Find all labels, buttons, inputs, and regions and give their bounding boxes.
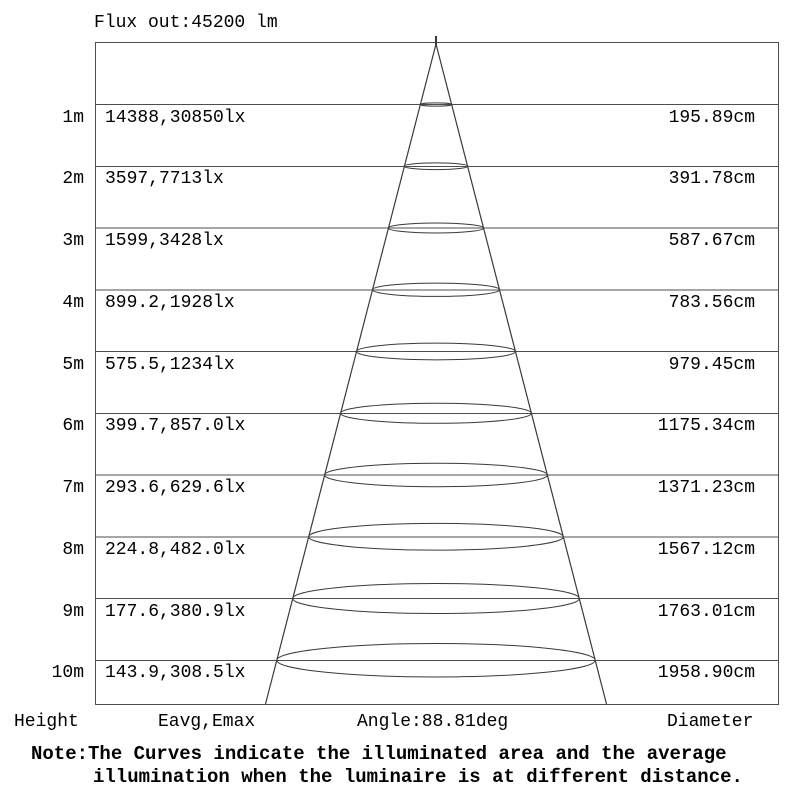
light-cone-svg [96,36,778,705]
row-height-label: 8m [62,539,84,560]
row-eavg-emax-value: 143.9,308.5lx [105,663,246,684]
row-diameter-value: 979.45cm [668,354,755,375]
row-eavg-emax-value: 399.7,857.0lx [105,416,246,437]
row-eavg-emax-value: 224.8,482.0lx [105,539,246,560]
row-height-label: 3m [62,231,84,251]
beam-angle-label: Angle:88.81deg [357,712,509,732]
row-height-label: 10m [51,663,84,684]
row-height-label: 5m [62,354,84,375]
note-text-line1: Note:The Curves indicate the illuminated… [31,743,727,765]
beam-ellipse [387,222,485,234]
beam-ellipse [339,402,533,424]
note-text-line2: illumination when the luminaire is at di… [93,766,743,788]
row-diameter-value: 1958.90cm [657,663,755,684]
row-height-label: 7m [62,478,84,498]
row-height-label: 2m [62,169,84,190]
row-height-label: 1m [62,107,84,128]
beam-ellipse [403,162,469,171]
cone-left-edge [264,43,437,705]
beam-ellipse [371,282,501,297]
beam-ellipse [355,342,517,361]
row-height-label: 6m [62,416,84,437]
cone-right-edge [435,43,608,705]
row-diameter-value: 1175.34cm [657,416,755,437]
row-diameter-value: 1371.23cm [657,478,755,498]
row-eavg-emax-value: 899.2,1928lx [105,292,235,313]
beam-ellipse [308,522,564,551]
cone-diagram-box [95,36,779,705]
row-diameter-value: 783.56cm [668,292,755,313]
row-diameter-value: 195.89cm [668,107,755,128]
beam-ellipse [276,643,596,678]
row-eavg-emax-value: 575.5,1234lx [105,354,235,375]
beam-ellipse [419,102,453,107]
row-eavg-emax-value: 1599,3428lx [105,231,224,251]
diameter-column-label: Diameter [667,712,754,732]
beam-ellipse [292,582,580,615]
row-diameter-value: 391.78cm [668,169,755,190]
flux-out-title: Flux out:45200 lm [94,13,278,33]
row-height-label: 9m [62,601,84,622]
row-eavg-emax-value: 177.6,380.9lx [105,601,246,622]
height-column-label: Height [14,712,79,732]
beam-ellipse [324,462,548,488]
row-eavg-emax-value: 3597,7713lx [105,169,224,190]
row-diameter-value: 587.67cm [668,231,755,251]
row-eavg-emax-value: 14388,30850lx [105,107,246,128]
row-diameter-value: 1763.01cm [657,601,755,622]
row-height-label: 4m [62,292,84,313]
row-eavg-emax-value: 293.6,629.6lx [105,478,246,498]
row-diameter-value: 1567.12cm [657,539,755,560]
eavg-emax-column-label: Eavg,Emax [158,712,256,732]
